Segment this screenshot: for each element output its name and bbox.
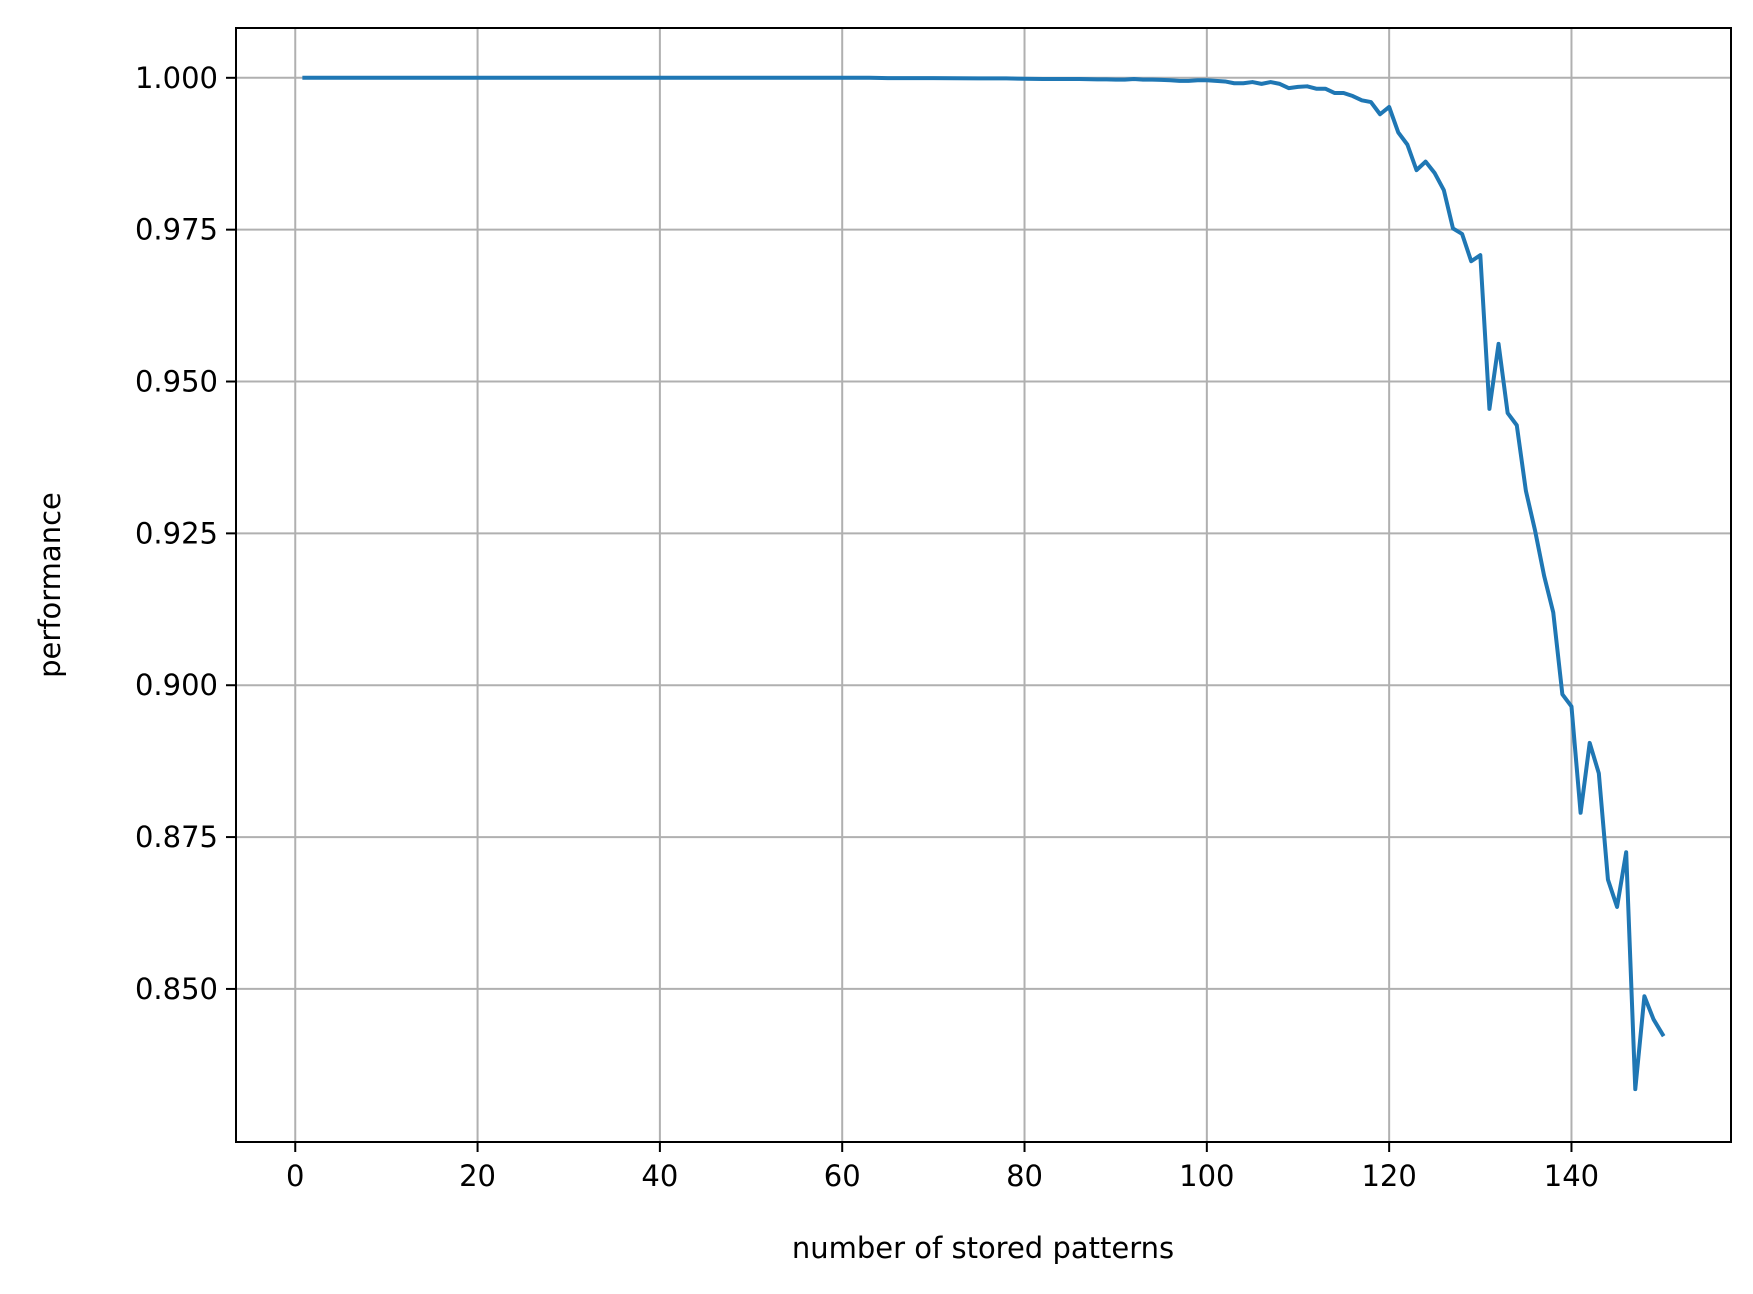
x-axis-label: number of stored patterns: [792, 1231, 1174, 1265]
y-tick-label: 1.000: [135, 61, 218, 95]
x-tick-label: 40: [641, 1159, 678, 1193]
y-tick-label: 0.975: [135, 213, 218, 247]
x-tick-label: 100: [1179, 1159, 1234, 1193]
plot-frame: [235, 27, 1732, 1143]
y-tick-label: 0.900: [135, 668, 218, 702]
x-tick-label: 120: [1361, 1159, 1416, 1193]
y-axis-label: performance: [33, 492, 67, 678]
x-tick-label: 20: [459, 1159, 496, 1193]
y-tick-label: 0.925: [135, 516, 218, 550]
x-tick-label: 0: [286, 1159, 304, 1193]
series-layer: [302, 75, 1666, 1092]
ticks: 0 20 40 60 80 100 120 140 0.850 0.875 0.900 0.925 0.…: [135, 61, 1599, 1193]
series-line-0: [302, 75, 1666, 1092]
y-tick-label: 0.950: [135, 365, 218, 399]
x-tick-label: 80: [1006, 1159, 1043, 1193]
x-tick-label: 60: [824, 1159, 861, 1193]
grid: [236, 28, 1731, 1142]
y-tick-label: 0.875: [135, 820, 218, 854]
x-tick-label: 140: [1544, 1159, 1599, 1193]
y-tick-label: 0.850: [135, 972, 218, 1006]
